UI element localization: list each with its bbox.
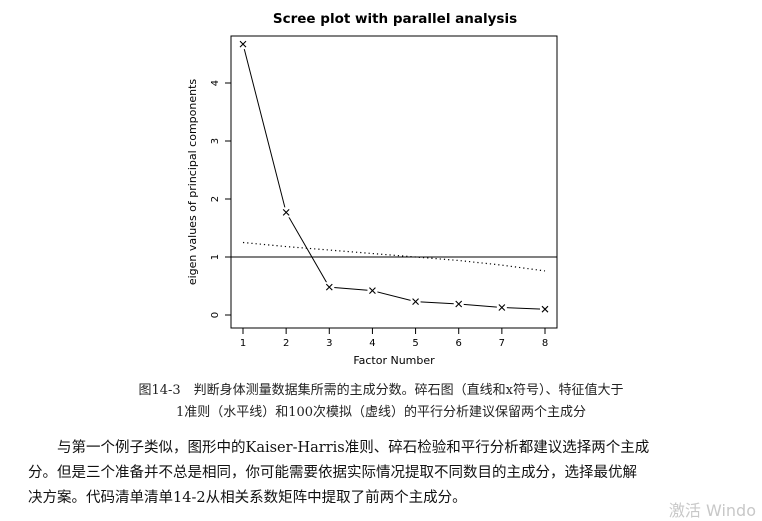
marker-stroke bbox=[541, 305, 549, 313]
plot-frame bbox=[230, 35, 558, 329]
x-tick-label: 3 bbox=[326, 338, 332, 349]
marker-stroke bbox=[498, 304, 506, 311]
y-tick-label: 2 bbox=[210, 196, 221, 202]
y-axis-label: eigen values of principal components bbox=[186, 79, 199, 286]
scree-point-marker bbox=[367, 285, 378, 296]
marker-stroke bbox=[325, 283, 333, 291]
x-tick-label: 5 bbox=[412, 338, 418, 349]
scree-point-marker bbox=[324, 282, 335, 293]
marker-stroke bbox=[455, 300, 463, 308]
plot-border bbox=[230, 35, 558, 329]
x-axis-label: Factor Number bbox=[353, 354, 435, 367]
body-paragraph: 与第一个例子类似，图形中的Kaiser-Harris准则、碎石检验和平行分析都建… bbox=[28, 436, 740, 511]
y-tick-label: 0 bbox=[210, 312, 221, 318]
y-axis: 0 1 2 3 4 bbox=[210, 80, 232, 318]
y-tick-label: 1 bbox=[210, 254, 221, 260]
scree-point-marker bbox=[238, 39, 248, 50]
plot-layer bbox=[231, 39, 557, 315]
scree-plot-figure: Scree plot with parallel analysis 1 2 3 4 5 6… bbox=[186, 11, 558, 367]
scree-line bbox=[242, 44, 546, 310]
chart-title: Scree plot with parallel analysis bbox=[273, 11, 517, 27]
x-tick-label: 2 bbox=[283, 338, 289, 349]
caption-line-1: 图14-3 判断身体测量数据集所需的主成分数。碎石图（直线和x符号）、特征值大于 bbox=[138, 383, 624, 398]
caption-line-2: 1准则（水平线）和100次模拟（虚线）的平行分析建议保留两个主成分 bbox=[175, 405, 587, 420]
marker-stroke bbox=[282, 208, 290, 216]
y-tick-label: 3 bbox=[210, 138, 221, 144]
parallel-analysis-line bbox=[242, 241, 546, 272]
x-tick-label: 4 bbox=[369, 338, 375, 349]
activation-watermark: 激活 Windo bbox=[668, 501, 756, 520]
marker-stroke bbox=[239, 40, 247, 48]
x-axis: 1 2 3 4 5 6 7 8 bbox=[240, 327, 548, 349]
marker-stroke bbox=[412, 298, 419, 306]
marker-stroke bbox=[369, 287, 376, 295]
scree-point-marker bbox=[540, 304, 550, 315]
body-line-2: 分。但是三个准备并不总是相同，你可能需要依据实际情况提取不同数目的主成分，选择最… bbox=[28, 465, 637, 481]
scree-point-marker bbox=[453, 298, 464, 309]
x-tick-label: 8 bbox=[542, 338, 548, 349]
x-tick-label: 7 bbox=[499, 338, 505, 349]
scree-point-marker bbox=[410, 296, 421, 307]
scree-point-marker bbox=[496, 302, 507, 313]
x-tick-label: 1 bbox=[240, 338, 246, 349]
x-tick-label: 6 bbox=[456, 338, 462, 349]
y-tick-label: 4 bbox=[210, 80, 221, 86]
figure-caption: 图14-3 判断身体测量数据集所需的主成分数。碎石图（直线和x符号）、特征值大于… bbox=[0, 380, 762, 424]
body-line-1: 与第一个例子类似，图形中的Kaiser-Harris准则、碎石检验和平行分析都建… bbox=[57, 440, 650, 456]
body-line-3: 决方案。代码清单清单14-2从相关系数矩阵中提取了前两个主成分。 bbox=[28, 490, 467, 506]
scree-point-marker bbox=[281, 207, 292, 218]
